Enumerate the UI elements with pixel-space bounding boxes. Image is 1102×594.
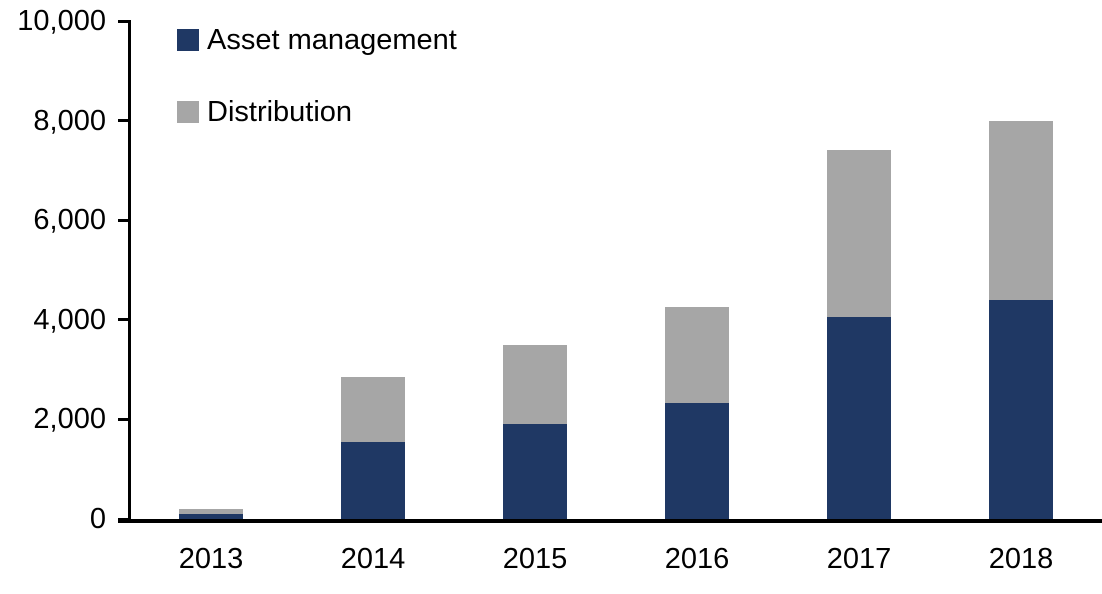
y-axis-tick-label: 10,000 [0, 7, 106, 36]
stacked-bar-2018 [989, 121, 1053, 519]
y-axis-tick-label: 0 [0, 505, 106, 534]
bar-segment-asset-management [665, 403, 729, 519]
x-axis-label-2014: 2014 [292, 542, 454, 577]
bar-segment-distribution [179, 509, 243, 514]
bar-segment-distribution [989, 121, 1053, 300]
x-axis-label-2015: 2015 [454, 542, 616, 577]
y-axis-tick-mark [118, 318, 131, 321]
asset-management-swatch-icon [177, 29, 199, 51]
y-axis-tick-label: 8,000 [0, 107, 106, 136]
y-axis-tick-label: 4,000 [0, 306, 106, 335]
stacked-bar-chart: 0 2,000 4,000 6,000 8,000 10,000 201320142015… [0, 0, 1102, 594]
bar-segment-asset-management [503, 424, 567, 519]
bar-segment-distribution [665, 307, 729, 403]
x-axis-line [118, 519, 1102, 523]
bar-segment-distribution [503, 345, 567, 425]
y-axis-tick-mark [118, 518, 131, 521]
bar-segment-asset-management [179, 514, 243, 519]
bar-segment-asset-management [341, 442, 405, 519]
y-axis-tick-label: 6,000 [0, 206, 106, 235]
bar-segment-distribution [341, 377, 405, 443]
legend-label: Asset management [207, 26, 457, 55]
y-axis-tick-mark [118, 20, 131, 23]
stacked-bar-2013 [179, 509, 243, 519]
bar-segment-distribution [827, 150, 891, 317]
distribution-swatch-icon [177, 101, 199, 123]
y-axis-tick-mark [118, 119, 131, 122]
stacked-bar-2015 [503, 345, 567, 519]
legend-item-distribution: Distribution [177, 88, 457, 136]
y-axis-tick-mark [118, 219, 131, 222]
x-axis-label-2017: 2017 [778, 542, 940, 577]
legend-item-asset-management: Asset management [177, 16, 457, 64]
y-axis-tick-label: 2,000 [0, 405, 106, 434]
x-axis-label-2018: 2018 [940, 542, 1102, 577]
stacked-bar-2014 [341, 377, 405, 519]
x-axis-label-2016: 2016 [616, 542, 778, 577]
x-axis-label-2013: 2013 [130, 542, 292, 577]
chart-legend: Asset management Distribution [177, 16, 457, 160]
y-axis-tick-mark [118, 418, 131, 421]
bar-segment-asset-management [989, 300, 1053, 519]
stacked-bar-2017 [827, 150, 891, 519]
stacked-bar-2016 [665, 307, 729, 519]
bar-segment-asset-management [827, 317, 891, 519]
legend-label: Distribution [207, 98, 352, 127]
y-axis-line [128, 21, 131, 521]
